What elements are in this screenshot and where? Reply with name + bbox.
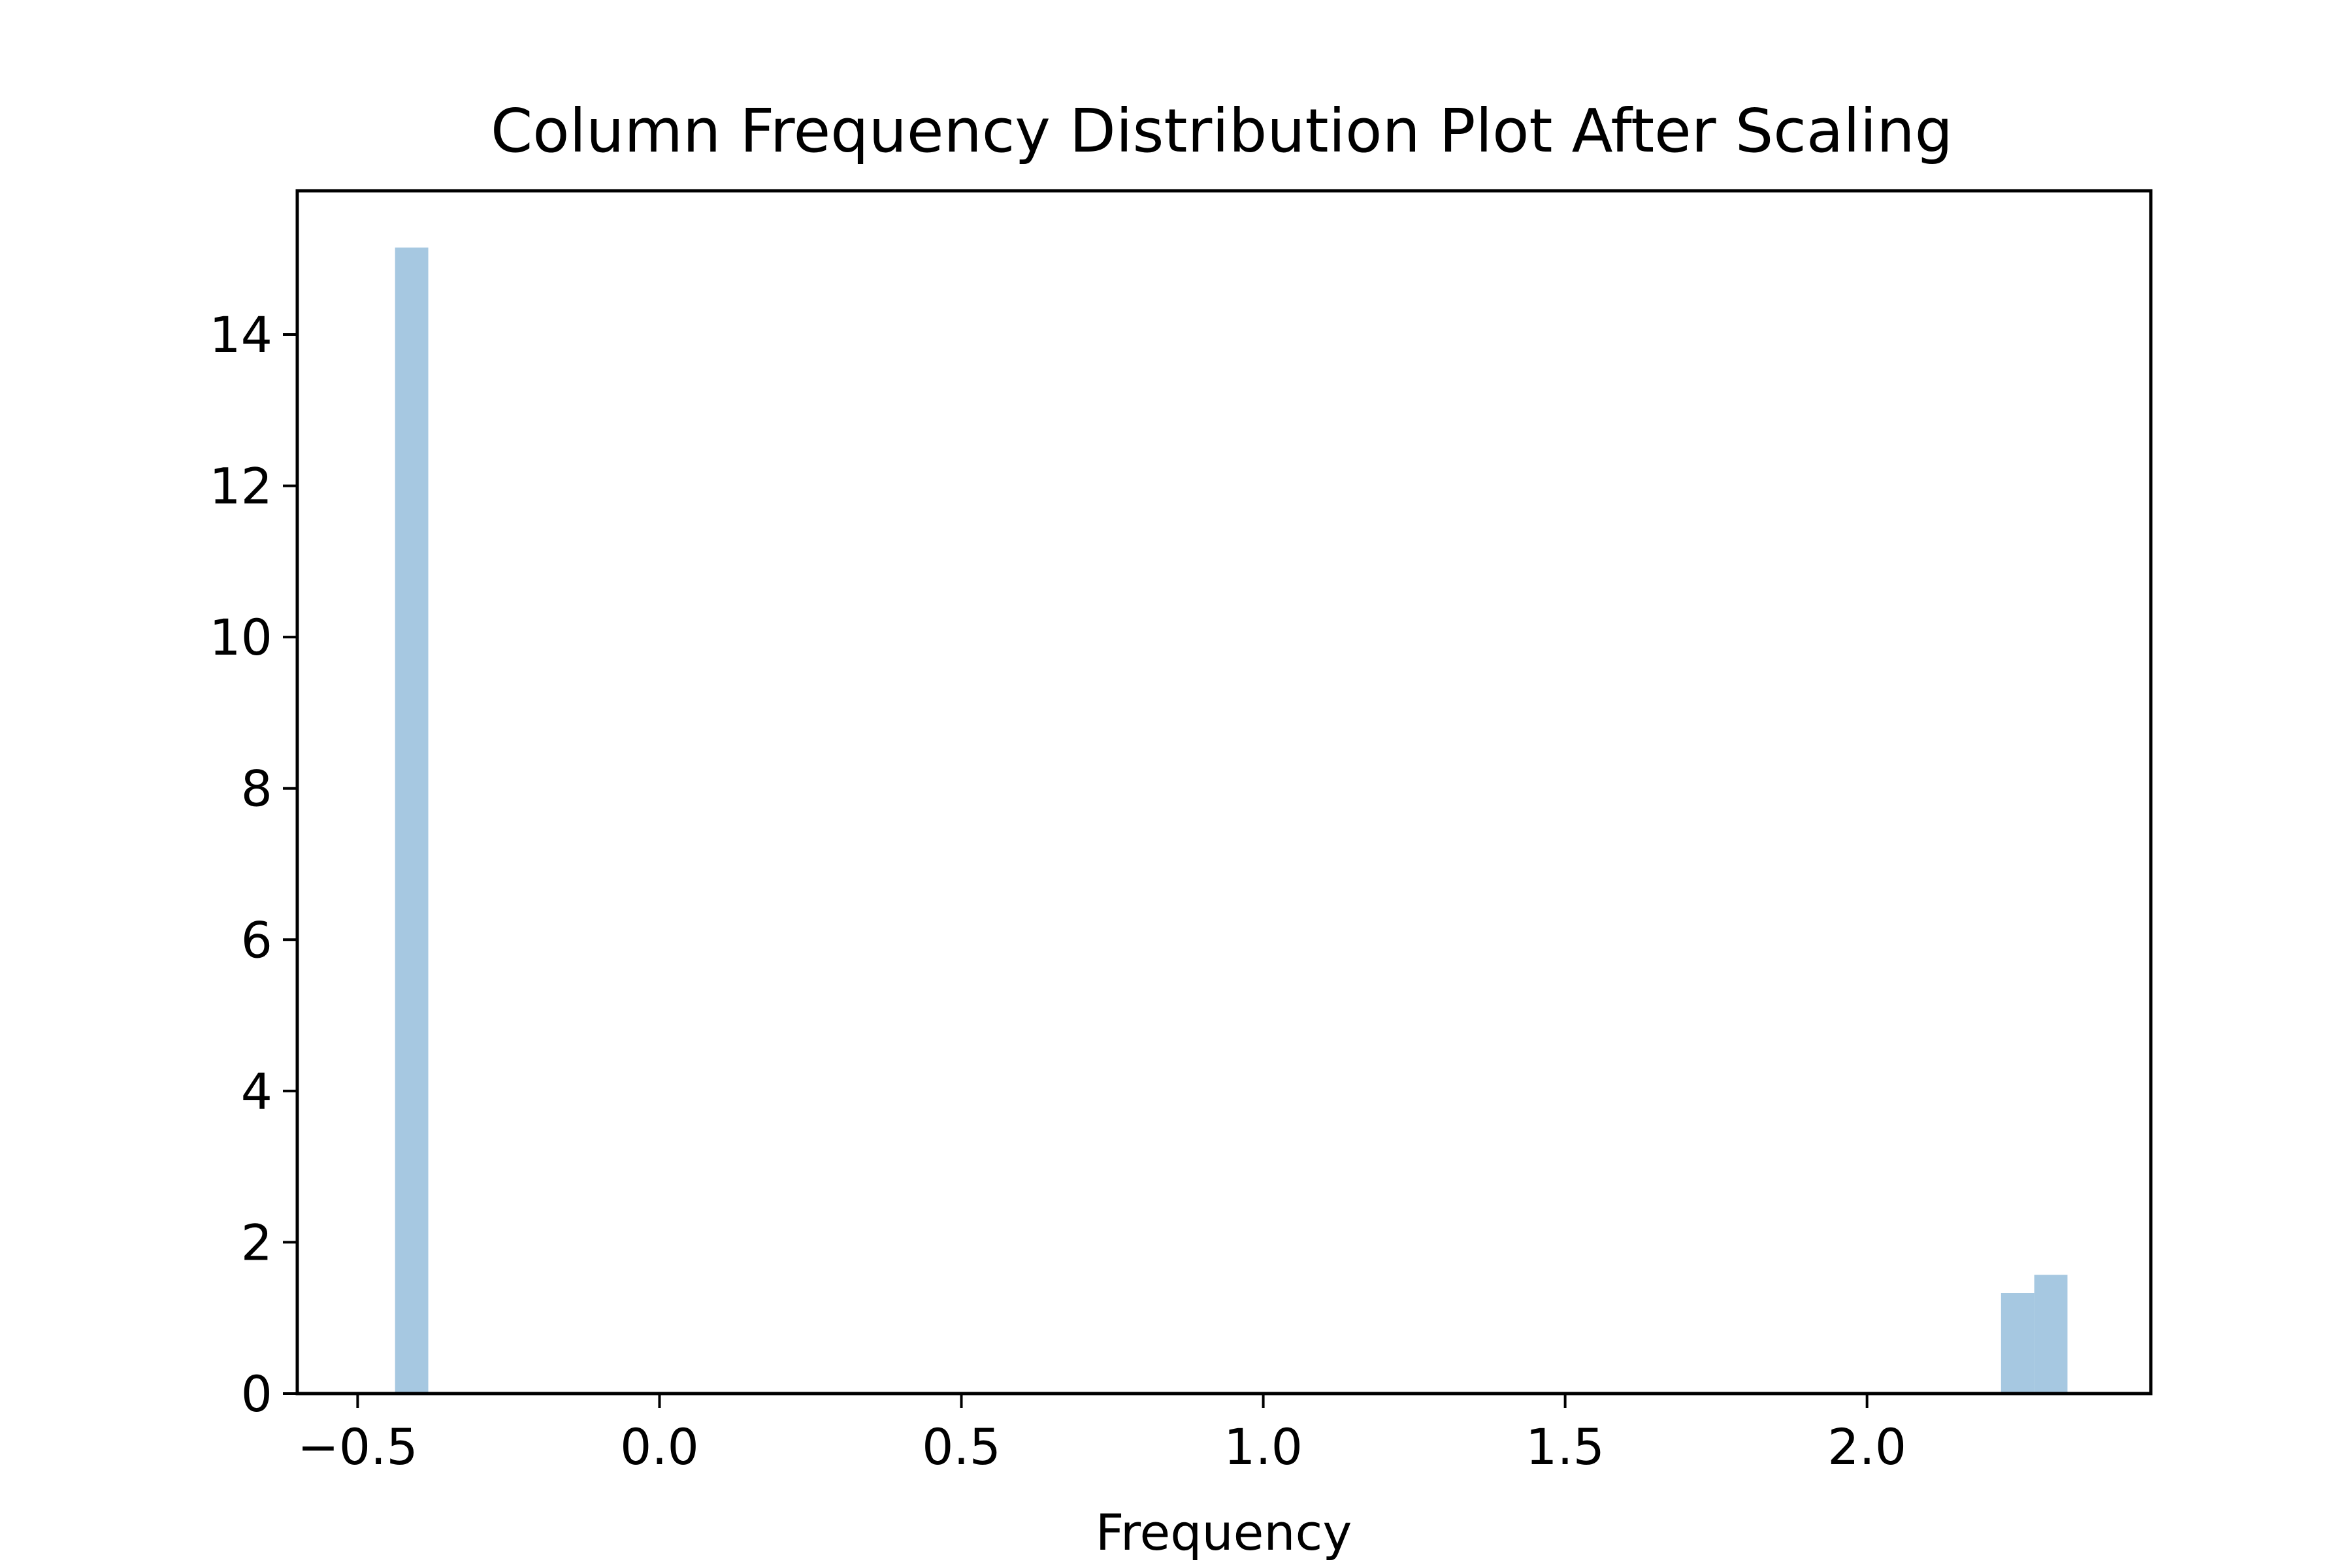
y-tick-label-6: 12 — [209, 457, 272, 515]
x-tick-label-1: 0.0 — [620, 1418, 699, 1476]
y-tick-label-1: 2 — [241, 1213, 272, 1271]
x-tick-label-0: −0.5 — [297, 1418, 418, 1476]
histogram-bar-1 — [2001, 1293, 2034, 1394]
y-tick-label-7: 14 — [209, 306, 272, 364]
bars-layer — [395, 247, 2068, 1394]
y-tick-label-0: 0 — [241, 1365, 272, 1423]
histogram-bar-0 — [395, 247, 429, 1394]
plot-frame — [295, 189, 2153, 1396]
y-tick-label-2: 4 — [241, 1062, 272, 1120]
x-ticks: −0.5 0.0 0.5 1.0 1.5 2.0 — [297, 1394, 1906, 1476]
y-tick-label-4: 8 — [241, 760, 272, 818]
x-tick-label-3: 1.0 — [1224, 1418, 1303, 1476]
chart-title: Column Frequency Distribution Plot After… — [491, 96, 1953, 166]
x-tick-label-4: 1.5 — [1526, 1418, 1605, 1476]
histogram-bar-2 — [2034, 1275, 2068, 1394]
y-tick-label-3: 6 — [241, 911, 272, 969]
x-axis-label: Frequency — [1096, 1503, 1352, 1561]
y-tick-label-5: 10 — [209, 608, 272, 666]
x-tick-label-5: 2.0 — [1827, 1418, 1906, 1476]
x-tick-label-2: 0.5 — [922, 1418, 1001, 1476]
y-ticks: 0 2 4 6 8 10 12 14 — [209, 306, 297, 1423]
